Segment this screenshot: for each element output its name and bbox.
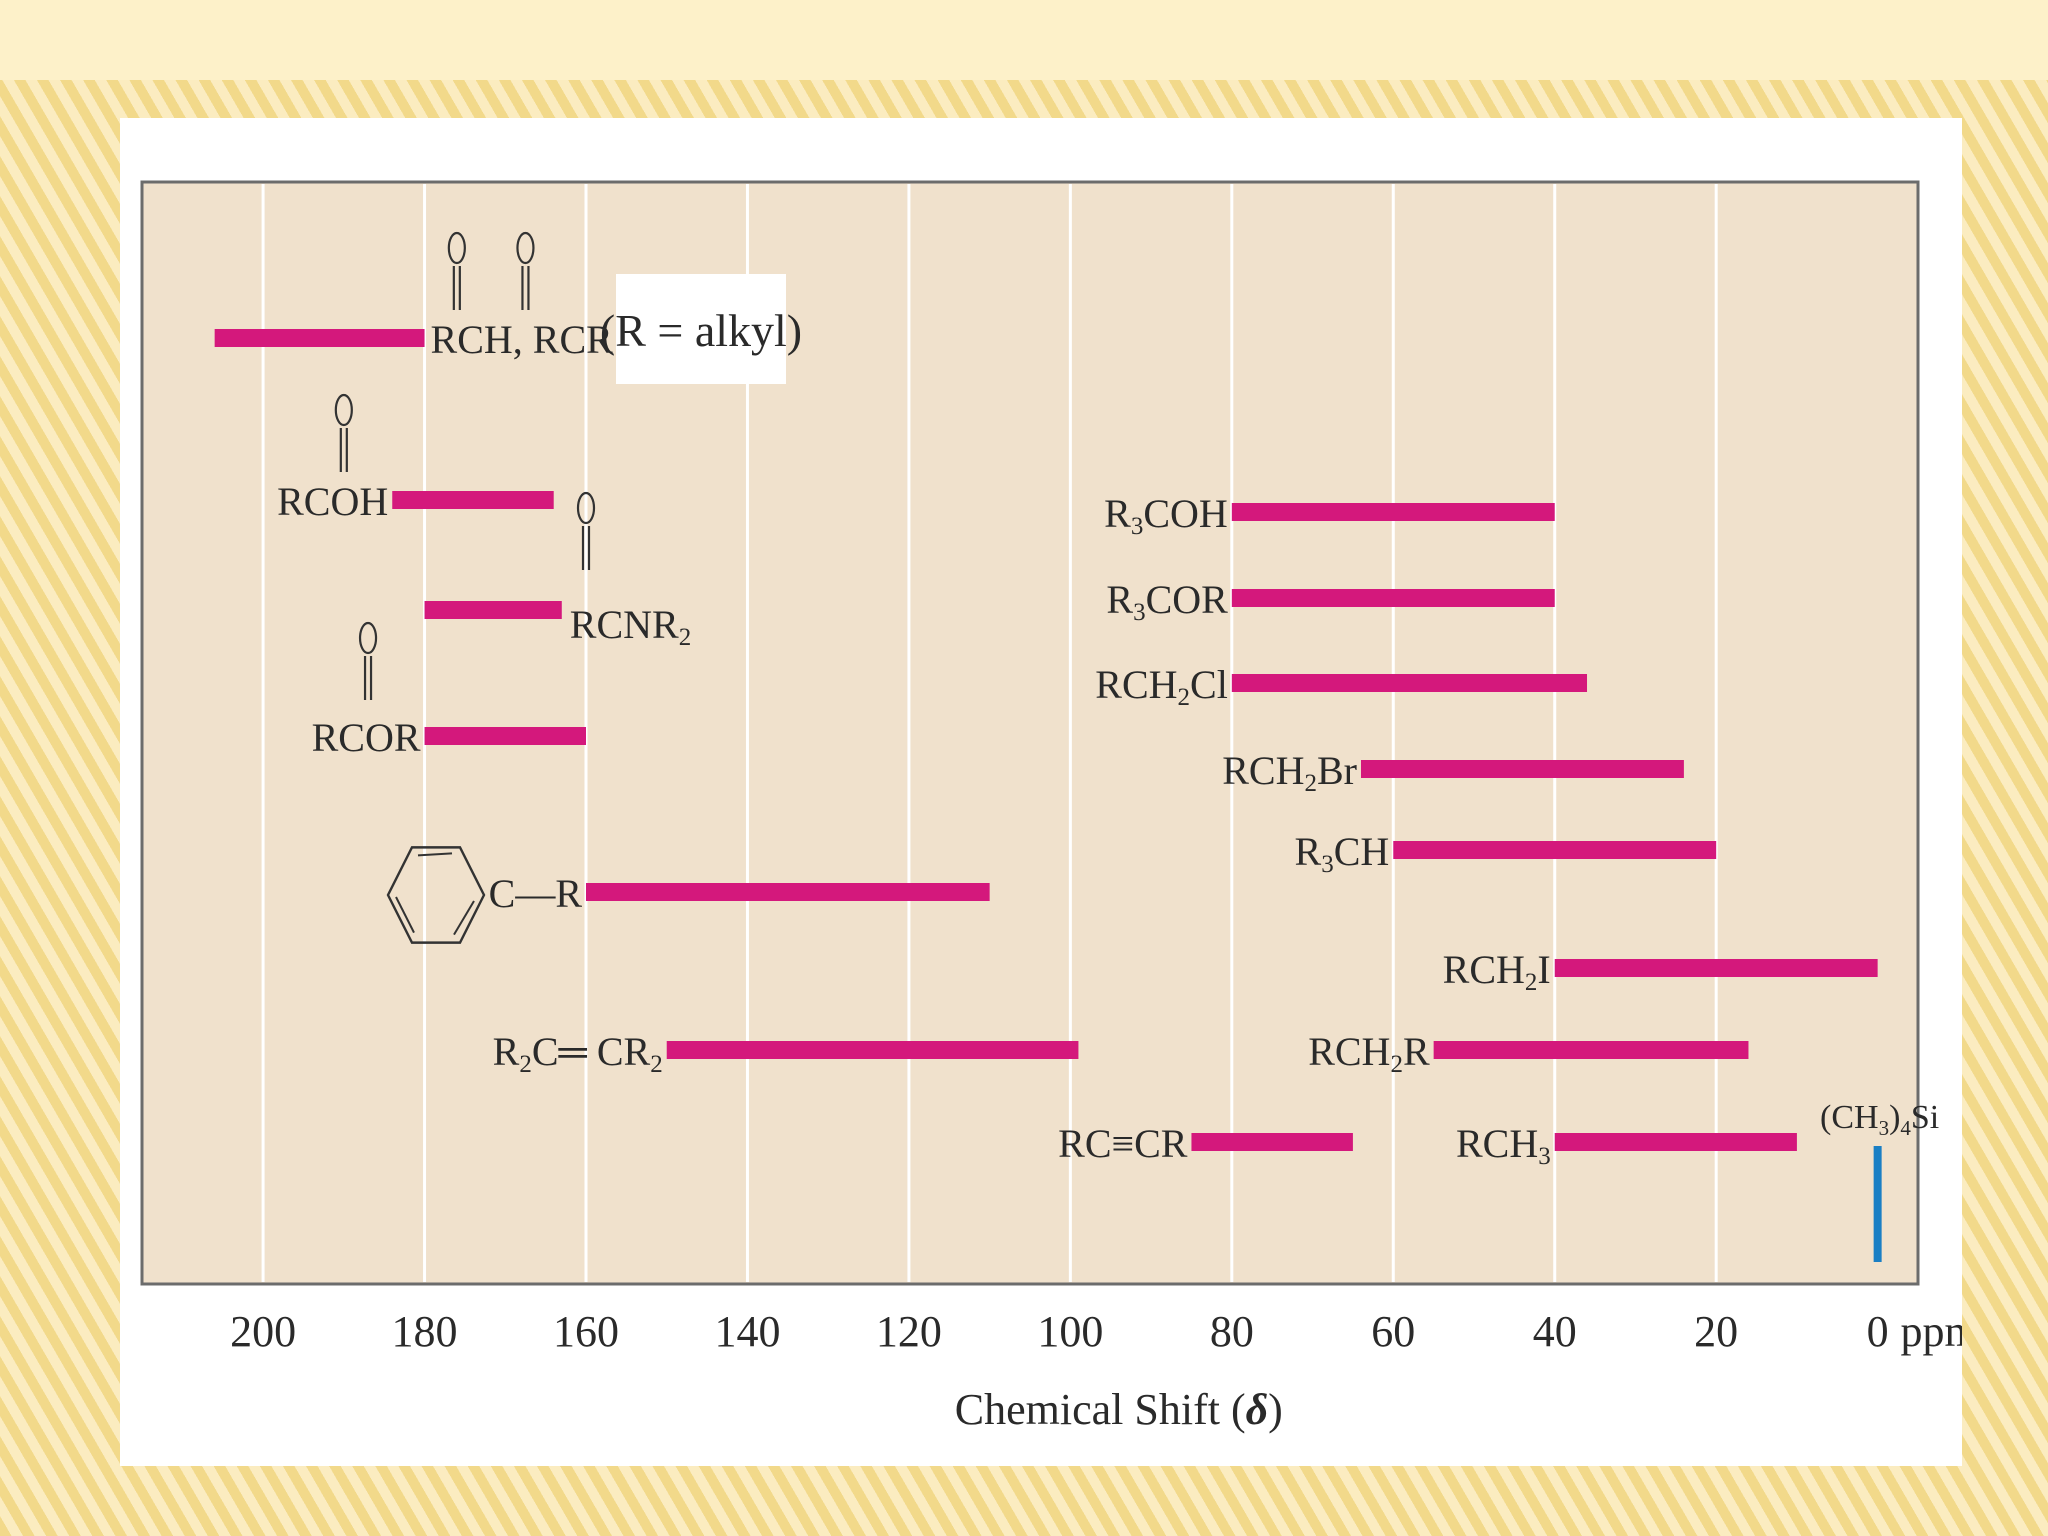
carbonyl-oxygen	[358, 621, 378, 655]
carbonyl-group-icon	[334, 393, 353, 472]
reference-line	[1873, 1146, 1882, 1262]
gridlines	[261, 184, 1718, 1282]
note-box: (R = alkyl)	[600, 274, 802, 384]
x-axis-label: Chemical Shift (δ)	[955, 1385, 1283, 1434]
x-tick-label: 180	[392, 1307, 458, 1356]
range-bar	[1433, 1041, 1749, 1059]
reference-label: (CH3)4Si	[1820, 1099, 1939, 1140]
benzene-ring-icon	[386, 846, 486, 944]
unit-label: ppm	[1901, 1307, 1962, 1356]
range-bar	[1554, 1133, 1797, 1151]
benzene-outline	[386, 846, 486, 944]
benzene-inner-bond	[453, 900, 475, 936]
carbonyl-group-icon	[358, 621, 378, 700]
range-label: RCOH	[277, 479, 388, 524]
carbonyl-oxygen	[516, 231, 535, 265]
note-text: (R = alkyl)	[600, 305, 802, 356]
range-label: RCH2I	[1443, 947, 1551, 996]
x-tick-label: 80	[1210, 1307, 1254, 1356]
range-bar	[586, 883, 990, 901]
range-bar	[666, 1041, 1079, 1059]
range-label: R3CH	[1295, 829, 1390, 878]
range-bar	[1191, 1133, 1353, 1151]
range-bar	[424, 727, 586, 745]
range-label: RCH2R	[1308, 1029, 1430, 1078]
benzene-inner-bond	[395, 896, 415, 934]
range-label: R3COH	[1104, 491, 1228, 540]
range-label: RCOR	[312, 715, 421, 760]
range-label: C—R	[489, 871, 583, 916]
range-bar	[214, 329, 425, 347]
range-bar	[1231, 674, 1588, 692]
carbonyl-oxygen	[447, 231, 466, 265]
slide-top-band	[0, 0, 2048, 80]
range-labels: RCH, RCR RCOH RCNR2 RCOR C—R R2C═ CR2 RC≡CR R3C…	[277, 231, 1551, 1170]
carbonyl-oxygen	[576, 491, 596, 525]
x-tick-label: 140	[714, 1307, 780, 1356]
range-label: RCH3	[1456, 1121, 1551, 1170]
range-bar	[1231, 503, 1555, 521]
note-background	[616, 274, 786, 384]
x-tick-label: 40	[1533, 1307, 1577, 1356]
carbonyl-oxygen	[334, 393, 353, 427]
range-label: RCH2Br	[1222, 748, 1357, 797]
x-tick-label: 160	[553, 1307, 619, 1356]
range-label: R3COR	[1106, 577, 1228, 626]
x-tick-label: 200	[230, 1307, 296, 1356]
benzene-inner-bond	[417, 852, 453, 857]
range-bar	[1393, 841, 1717, 859]
x-tick-label: 0	[1867, 1307, 1889, 1356]
range-label: RCNR2	[570, 602, 691, 651]
range-bar	[1554, 959, 1878, 977]
range-bar	[392, 491, 554, 509]
carbonyl-group-icon	[447, 231, 466, 310]
range-label: RCH2Cl	[1095, 662, 1228, 711]
x-tick-labels: 200 180 160 140 120 100 80 60 40 20 0	[230, 1307, 1889, 1356]
range-bar	[1360, 760, 1684, 778]
range-bar	[424, 601, 562, 619]
carbonyl-group-icon	[516, 231, 535, 310]
range-bars	[214, 329, 1878, 1151]
slide-panel: 200 180 160 140 120 100 80 60 40 20 0 ppm Chemical S…	[120, 118, 1962, 1466]
range-label: RC≡CR	[1058, 1121, 1188, 1166]
x-tick-label: 100	[1037, 1307, 1103, 1356]
x-tick-label: 60	[1371, 1307, 1415, 1356]
x-tick-label: 120	[876, 1307, 942, 1356]
range-label: R2C═ CR2	[493, 1029, 663, 1078]
x-tick-label: 20	[1694, 1307, 1738, 1356]
carbonyl-group-icon	[576, 491, 596, 570]
range-label: RCH, RCR	[431, 317, 614, 362]
range-bar	[1231, 589, 1555, 607]
